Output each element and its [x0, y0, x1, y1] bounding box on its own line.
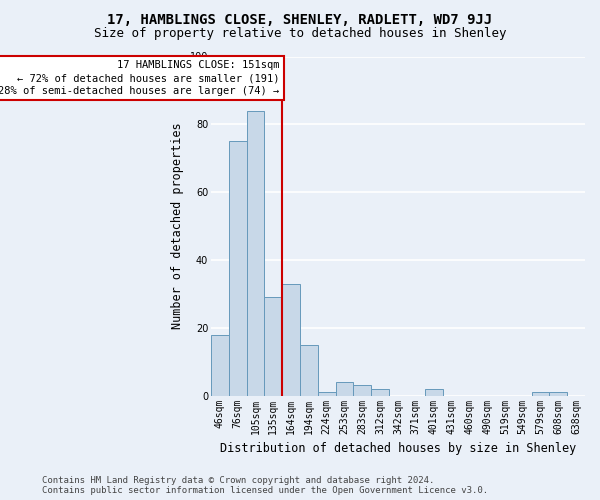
Bar [300, 345, 318, 396]
Bar [335, 382, 353, 396]
Bar [550, 392, 567, 396]
Bar [425, 389, 443, 396]
Text: Size of property relative to detached houses in Shenley: Size of property relative to detached ho… [94, 28, 506, 40]
Text: Contains HM Land Registry data © Crown copyright and database right 2024.
Contai: Contains HM Land Registry data © Crown c… [42, 476, 488, 495]
Bar [229, 142, 247, 396]
Y-axis label: Number of detached properties: Number of detached properties [171, 123, 184, 330]
Bar [371, 389, 389, 396]
Bar [247, 111, 265, 396]
Bar [318, 392, 335, 396]
Bar [211, 334, 229, 396]
Text: 17, HAMBLINGS CLOSE, SHENLEY, RADLETT, WD7 9JJ: 17, HAMBLINGS CLOSE, SHENLEY, RADLETT, W… [107, 12, 493, 26]
Bar [532, 392, 550, 396]
Bar [265, 298, 282, 396]
X-axis label: Distribution of detached houses by size in Shenley: Distribution of detached houses by size … [220, 442, 576, 455]
Bar [282, 284, 300, 396]
Bar [353, 386, 371, 396]
Text: 17 HAMBLINGS CLOSE: 151sqm
← 72% of detached houses are smaller (191)
28% of sem: 17 HAMBLINGS CLOSE: 151sqm ← 72% of deta… [0, 60, 280, 96]
